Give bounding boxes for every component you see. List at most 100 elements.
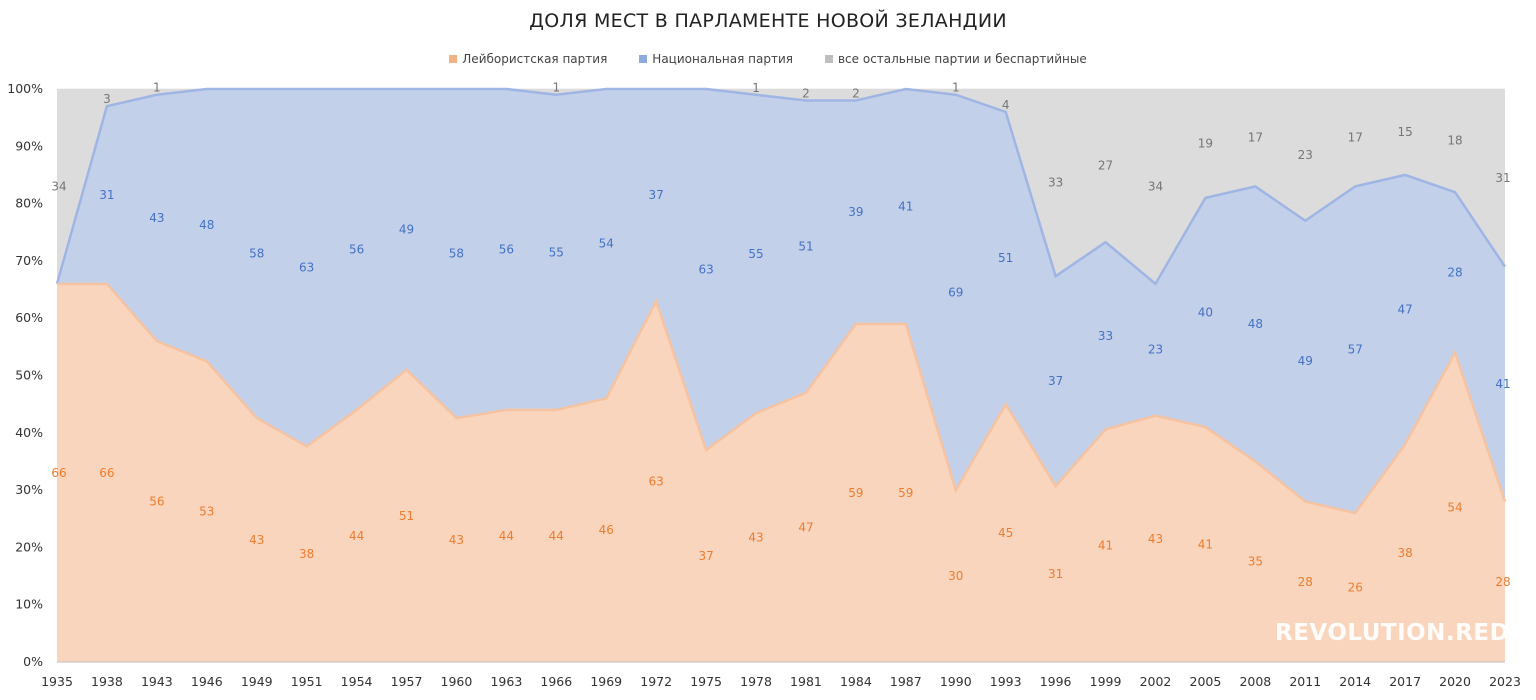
x-tick-label: 1993 <box>990 674 1022 689</box>
y-tick-label: 30% <box>15 482 43 497</box>
y-tick-label: 20% <box>15 539 43 554</box>
x-tick-label: 1963 <box>490 674 522 689</box>
x-tick-label: 2002 <box>1140 674 1172 689</box>
data-label-labour: 63 <box>649 475 664 489</box>
data-label-others: 34 <box>51 179 66 193</box>
data-label-labour: 43 <box>449 533 464 547</box>
data-label-labour: 59 <box>848 486 863 500</box>
x-tick-label: 1972 <box>640 674 672 689</box>
data-label-national: 23 <box>1148 343 1163 357</box>
data-label-labour: 59 <box>898 486 913 500</box>
data-label-others: 33 <box>1048 176 1063 190</box>
data-label-labour: 31 <box>1048 567 1063 581</box>
x-tick-label: 2023 <box>1489 674 1521 689</box>
x-tick-label: 1975 <box>690 674 722 689</box>
data-label-others: 1 <box>952 81 960 95</box>
data-label-national: 56 <box>499 242 514 256</box>
data-label-labour: 38 <box>299 547 314 561</box>
legend-item-national[interactable]: Национальная партия <box>639 52 793 66</box>
data-label-national: 48 <box>1248 317 1263 331</box>
line-national-top <box>55 87 1507 286</box>
data-label-labour: 44 <box>499 529 514 543</box>
data-label-labour: 41 <box>1198 538 1213 552</box>
x-tick-label: 1966 <box>540 674 572 689</box>
legend-item-others[interactable]: все остальные партии и беспартийные <box>824 52 1087 66</box>
legend-label-others: все остальные партии и беспартийные <box>837 52 1087 66</box>
x-tick-label: 1946 <box>191 674 223 689</box>
data-label-labour: 35 <box>1248 555 1263 569</box>
data-label-labour: 26 <box>1348 581 1363 595</box>
data-label-others: 17 <box>1348 131 1363 145</box>
legend-swatch-labour <box>449 55 458 63</box>
data-label-labour: 28 <box>1298 575 1313 589</box>
x-tick-label: 2014 <box>1339 674 1371 689</box>
watermark-logo: REVOLUTION.RED <box>1275 620 1510 646</box>
y-tick-label: 90% <box>15 138 43 153</box>
data-label-national: 63 <box>299 261 314 275</box>
data-label-national: 63 <box>698 262 713 276</box>
data-label-others: 18 <box>1447 134 1462 148</box>
data-label-national: 41 <box>1495 377 1510 391</box>
data-label-national: 55 <box>748 247 763 261</box>
y-tick-label: 10% <box>15 597 43 612</box>
y-tick-label: 40% <box>15 425 43 440</box>
data-label-national: 37 <box>649 188 664 202</box>
data-label-others: 1 <box>752 81 760 95</box>
data-label-others: 3 <box>103 92 111 106</box>
line-labour-top <box>57 282 1507 515</box>
data-label-national: 40 <box>1198 305 1213 319</box>
data-label-labour: 41 <box>1098 539 1113 553</box>
data-label-others: 2 <box>802 86 810 100</box>
data-label-labour: 37 <box>698 549 713 563</box>
data-label-national: 49 <box>399 222 414 236</box>
data-label-national: 51 <box>998 251 1013 265</box>
data-label-labour: 54 <box>1447 500 1462 514</box>
data-label-labour: 43 <box>249 533 264 547</box>
legend-item-labour[interactable]: Лейбористская партия <box>449 52 607 66</box>
data-label-labour: 45 <box>998 526 1013 540</box>
x-tick-label: 1954 <box>341 674 373 689</box>
data-label-national: 47 <box>1397 303 1412 317</box>
data-label-labour: 43 <box>748 531 763 545</box>
data-label-national: 57 <box>1348 343 1363 357</box>
legend-swatch-national <box>639 55 648 63</box>
data-label-national: 56 <box>349 242 364 256</box>
data-label-labour: 66 <box>51 466 66 480</box>
x-tick-label: 1969 <box>590 674 622 689</box>
y-tick-label: 0% <box>23 654 43 669</box>
x-tick-label: 1960 <box>441 674 473 689</box>
legend-label-national: Национальная партия <box>652 52 793 66</box>
x-tick-label: 1996 <box>1040 674 1072 689</box>
chart-title: ДОЛЯ МЕСТ В ПАРЛАМЕНТЕ НОВОЙ ЗЕЛАНДИИ <box>529 10 1007 32</box>
x-tick-label: 1951 <box>291 674 323 689</box>
y-tick-label: 50% <box>15 368 43 383</box>
x-tick-label: 1981 <box>790 674 822 689</box>
area-labour <box>57 283 1505 662</box>
x-tick-label: 2008 <box>1239 674 1271 689</box>
data-label-others: 4 <box>1002 98 1010 112</box>
data-label-labour: 51 <box>399 509 414 523</box>
data-label-others: 2 <box>852 86 860 100</box>
data-label-others: 23 <box>1298 148 1313 162</box>
data-label-others: 31 <box>1495 171 1510 185</box>
data-label-labour: 46 <box>599 523 614 537</box>
data-label-national: 43 <box>149 211 164 225</box>
data-label-others: 27 <box>1098 159 1113 173</box>
y-tick-label: 100% <box>7 81 43 96</box>
data-label-national: 54 <box>599 237 614 251</box>
data-label-national: 39 <box>848 205 863 219</box>
legend-swatch-others <box>824 55 833 63</box>
x-tick-label: 1999 <box>1090 674 1122 689</box>
x-tick-label: 2011 <box>1289 674 1321 689</box>
x-tick-label: 1978 <box>740 674 772 689</box>
x-tick-label: 2017 <box>1389 674 1421 689</box>
legend-label-labour: Лейбористская партия <box>462 52 608 66</box>
data-label-labour: 53 <box>199 505 214 519</box>
data-label-others: 1 <box>552 81 560 95</box>
data-label-national: 37 <box>1048 374 1063 388</box>
x-tick-label: 1935 <box>41 674 73 689</box>
x-tick-label: 1949 <box>241 674 273 689</box>
legend: Лейбористская партия Национальная партия… <box>0 52 1536 66</box>
data-label-national: 58 <box>249 247 264 261</box>
